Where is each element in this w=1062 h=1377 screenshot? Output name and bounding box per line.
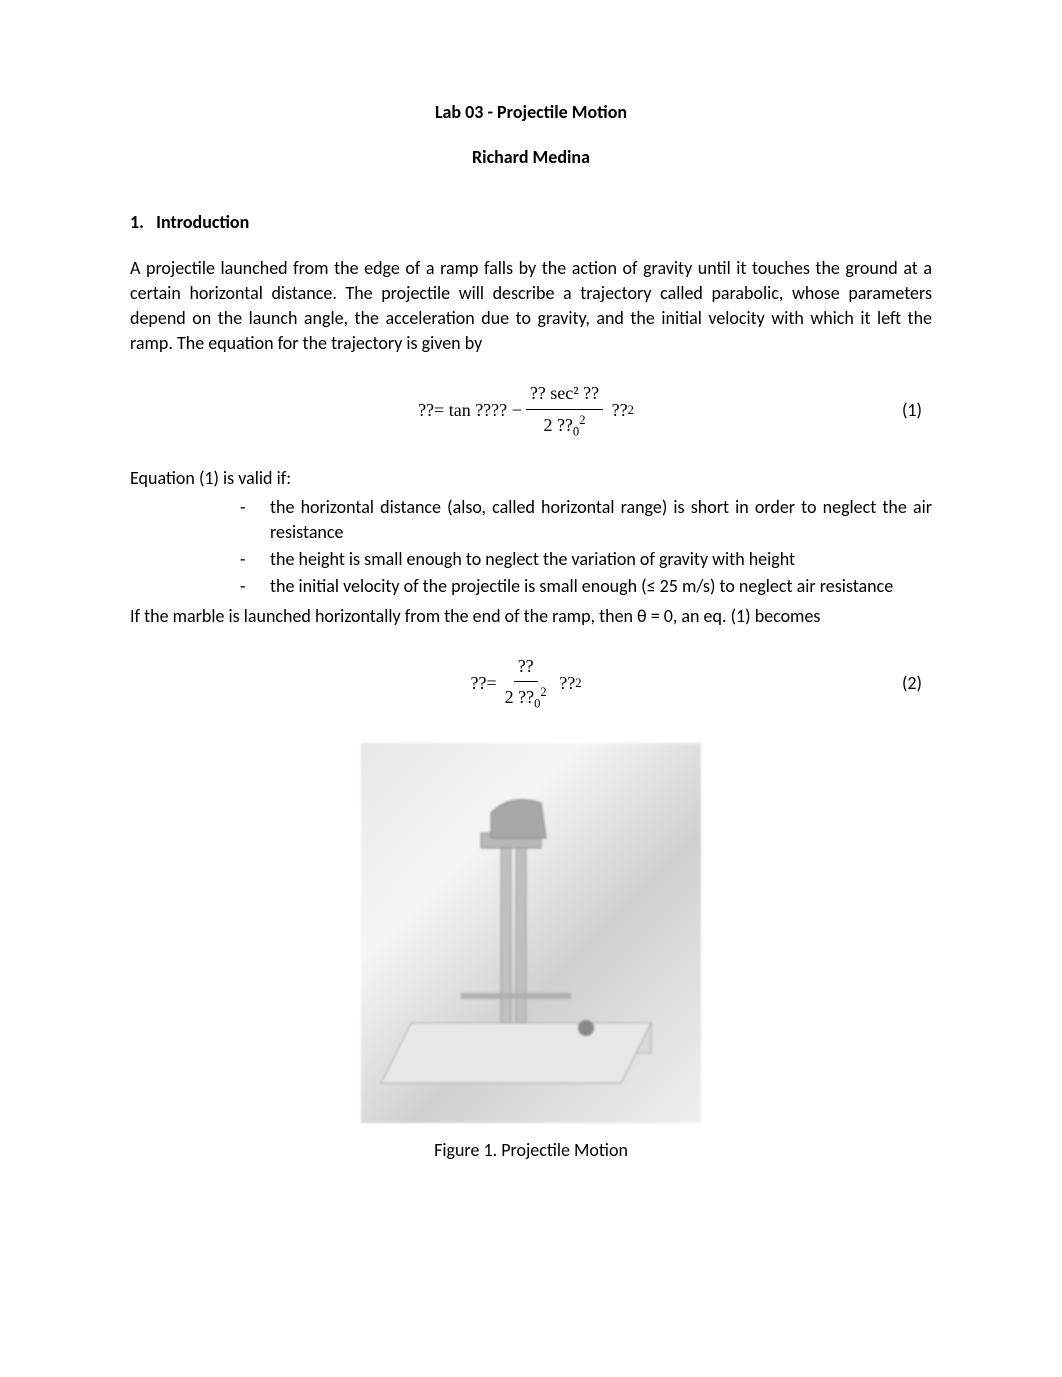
eq1-denom-base: 2 ?? [543,415,572,435]
eq1-numerator: ?? sec² ?? [526,381,603,409]
figure-1-caption: Figure 1. Projectile Motion [130,1138,932,1163]
equation-1-content: ??= tan ???? − ?? sec² ?? 2 ??02 ?? 2 [418,381,634,440]
equation-1: ??= tan ???? − ?? sec² ?? 2 ??02 ?? 2 (1) [130,381,932,440]
projectile-apparatus-icon [361,743,701,1123]
figure-1-image [361,743,701,1123]
equation-2-number: (2) [582,671,933,696]
document-author: Richard Medina [130,145,932,170]
section-title: Introduction [156,211,249,233]
eq1-lhs: ??= [418,398,444,423]
list-item-text: the horizontal distance (also, called ho… [270,495,932,545]
eq1-trailing: ?? [612,398,628,423]
eq1-term1: tan ???? − [449,398,522,423]
section-heading: 1. Introduction [130,210,932,235]
eq2-lhs: ??= [471,671,497,696]
list-item: the initial velocity of the projectile i… [240,574,932,599]
eq2-fraction: ?? 2 ??02 [501,654,551,713]
equation-1-number: (1) [634,398,932,423]
validity-list: the horizontal distance (also, called ho… [130,495,932,600]
horizontal-launch-paragraph: If the marble is launched horizontally f… [130,604,932,629]
document-title: Lab 03 - Projectile Motion [130,100,932,125]
eq1-fraction: ?? sec² ?? 2 ??02 [526,381,603,440]
intro-paragraph: A projectile launched from the edge of a… [130,256,932,357]
eq2-denom-base: 2 ?? [505,687,534,707]
eq1-denom-sup: 2 [579,413,585,427]
list-item-text: the height is small enough to neglect th… [270,547,932,572]
list-item: the height is small enough to neglect th… [240,547,932,572]
list-item: the horizontal distance (also, called ho… [240,495,932,545]
equation-2-content: ??= ?? 2 ??02 ??2 [471,654,582,713]
eq2-denominator: 2 ??02 [501,682,551,713]
figure-1: Figure 1. Projectile Motion [130,743,932,1163]
eq2-denom-sup: 2 [540,685,546,699]
eq1-denominator: 2 ??02 [539,410,589,441]
eq2-trailing: ?? [559,671,575,696]
eq2-numerator: ?? [514,654,538,682]
list-item-text: the initial velocity of the projectile i… [270,574,932,599]
equation-2: ??= ?? 2 ??02 ??2 (2) [130,654,932,713]
section-number: 1. [130,211,144,233]
validity-intro: Equation (1) is valid if: [130,466,932,491]
